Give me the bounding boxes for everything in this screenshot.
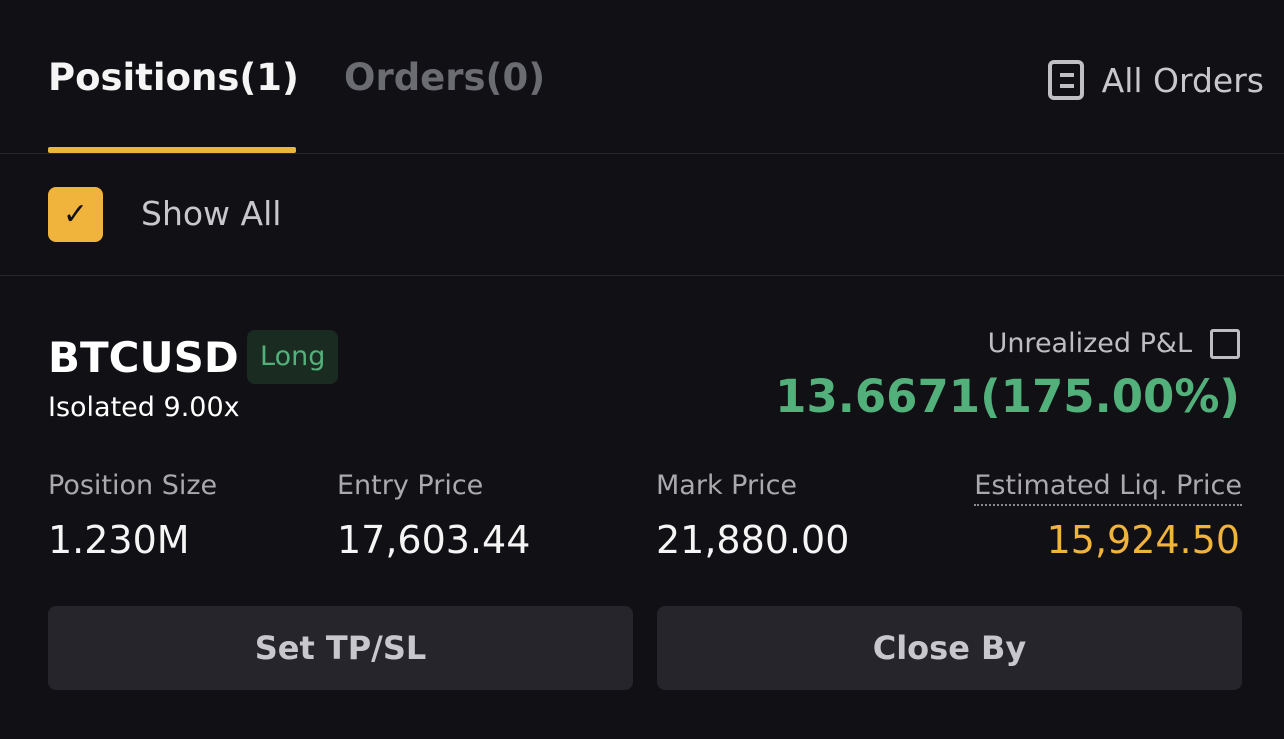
show-all-label[interactable]: Show All: [141, 194, 282, 233]
mark-price-label: Mark Price: [656, 470, 798, 501]
mark-price-value: 21,880.00: [656, 518, 850, 562]
tab-positions[interactable]: Positions(1): [48, 56, 299, 99]
share-external-icon[interactable]: [1210, 328, 1240, 359]
margin-mode: Isolated 9.00x: [48, 392, 240, 423]
all-orders-button[interactable]: All Orders: [1047, 60, 1264, 100]
document-list-icon: [1047, 60, 1084, 100]
liq-price-label[interactable]: Estimated Liq. Price: [974, 470, 1242, 506]
liq-price-value: 15,924.50: [1046, 518, 1240, 562]
show-all-checkbox[interactable]: ✓: [48, 187, 103, 242]
side-badge: Long: [247, 330, 339, 384]
position-size-label: Position Size: [48, 470, 218, 501]
unrealized-pnl-value: 13.6671(175.00%): [775, 370, 1240, 423]
tab-orders[interactable]: Orders(0): [344, 56, 546, 99]
set-tpsl-button[interactable]: Set TP/SL: [48, 606, 633, 690]
all-orders-label: All Orders: [1101, 60, 1264, 100]
active-tab-indicator: [48, 147, 296, 153]
close-by-button[interactable]: Close By: [657, 606, 1242, 690]
entry-price-label: Entry Price: [337, 470, 484, 501]
entry-price-value: 17,603.44: [337, 518, 531, 562]
check-icon: ✓: [62, 197, 89, 232]
position-symbol: BTCUSD: [48, 333, 239, 382]
position-size-value: 1.230M: [48, 518, 190, 562]
divider: [0, 275, 1284, 276]
unrealized-pnl-label: Unrealized P&L: [987, 328, 1192, 359]
divider: [0, 153, 1284, 154]
unrealized-pnl-header[interactable]: Unrealized P&L: [988, 328, 1240, 359]
